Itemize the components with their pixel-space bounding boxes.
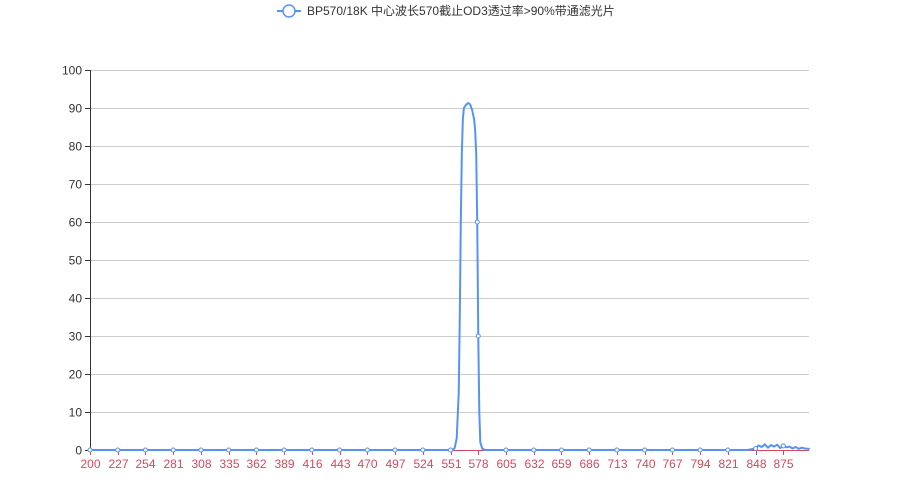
data-point[interactable] — [753, 445, 759, 451]
y-tick-label: 0 — [75, 444, 82, 458]
x-tick-label: 686 — [579, 457, 599, 471]
y-tick-label: 70 — [69, 178, 83, 192]
x-tick-label: 848 — [746, 457, 766, 471]
x-tick-label: 335 — [219, 457, 239, 471]
data-point[interactable] — [531, 447, 537, 453]
x-tick-label: 227 — [108, 457, 128, 471]
x-tick-label: 713 — [607, 457, 627, 471]
y-tick-label: 10 — [69, 406, 83, 420]
y-tick-label: 90 — [69, 102, 83, 116]
data-point[interactable] — [614, 447, 620, 453]
data-point[interactable] — [697, 447, 703, 453]
y-tick-label: 30 — [69, 330, 83, 344]
data-point[interactable] — [669, 447, 675, 453]
x-tick-label: 497 — [385, 457, 405, 471]
x-tick-label: 875 — [773, 457, 793, 471]
legend[interactable]: BP570/18K 中心波长570截止OD3透过率>90%带通滤光片 — [277, 3, 615, 18]
x-tick-label: 200 — [80, 457, 100, 471]
data-point[interactable] — [337, 447, 343, 453]
data-point[interactable] — [420, 447, 426, 453]
y-tick-label: 100 — [62, 64, 82, 78]
data-point[interactable] — [448, 447, 454, 453]
data-point[interactable] — [253, 447, 259, 453]
data-point[interactable] — [142, 447, 148, 453]
data-point[interactable] — [309, 447, 315, 453]
x-tick-label: 416 — [302, 457, 322, 471]
data-point[interactable] — [474, 219, 480, 225]
x-tick-label: 362 — [246, 457, 266, 471]
data-point[interactable] — [558, 447, 564, 453]
y-tick-label: 80 — [69, 140, 83, 154]
data-point[interactable] — [780, 443, 786, 449]
x-tick-label: 470 — [357, 457, 377, 471]
x-tick-label: 740 — [635, 457, 655, 471]
x-tick-label: 659 — [551, 457, 571, 471]
x-tick-label: 632 — [524, 457, 544, 471]
legend-series-label: BP570/18K 中心波长570截止OD3透过率>90%带通滤光片 — [307, 3, 615, 18]
x-tick-label: 821 — [718, 457, 738, 471]
data-point[interactable] — [198, 447, 204, 453]
x-tick-label: 281 — [163, 457, 183, 471]
x-tick-label: 524 — [413, 457, 433, 471]
x-tick-label: 794 — [690, 457, 710, 471]
x-axis: 200 227 254 281 308 335 362 389 416 443 470 497 524 5… — [80, 450, 809, 471]
y-tick-label: 40 — [69, 292, 83, 306]
data-point[interactable] — [642, 447, 648, 453]
y-tick-label: 60 — [69, 216, 83, 230]
data-point[interactable] — [725, 447, 731, 453]
data-point[interactable] — [392, 447, 398, 453]
data-point[interactable] — [475, 333, 481, 339]
x-tick-label: 605 — [496, 457, 516, 471]
x-tick-label: 578 — [468, 457, 488, 471]
data-point[interactable] — [226, 447, 232, 453]
x-tick-label: 254 — [135, 457, 155, 471]
x-tick-label: 389 — [274, 457, 294, 471]
y-tick-label: 20 — [69, 368, 83, 382]
x-tick-label: 767 — [662, 457, 682, 471]
data-point[interactable] — [115, 447, 121, 453]
legend-series-circle-icon — [282, 4, 296, 18]
data-point[interactable] — [170, 447, 176, 453]
series-layer — [87, 102, 810, 453]
series-line[interactable] — [89, 102, 810, 451]
x-tick-label: 443 — [330, 457, 350, 471]
x-tick-label: 308 — [191, 457, 211, 471]
data-point[interactable] — [503, 447, 509, 453]
y-tick-label: 50 — [69, 254, 83, 268]
data-point[interactable] — [87, 447, 93, 453]
data-point[interactable] — [364, 447, 370, 453]
data-point[interactable] — [281, 447, 287, 453]
data-point[interactable] — [586, 447, 592, 453]
y-axis: 0 10 20 30 40 50 60 70 80 90 100 — [62, 64, 91, 458]
x-tick-label: 551 — [441, 457, 461, 471]
grid-lines — [90, 70, 809, 413]
